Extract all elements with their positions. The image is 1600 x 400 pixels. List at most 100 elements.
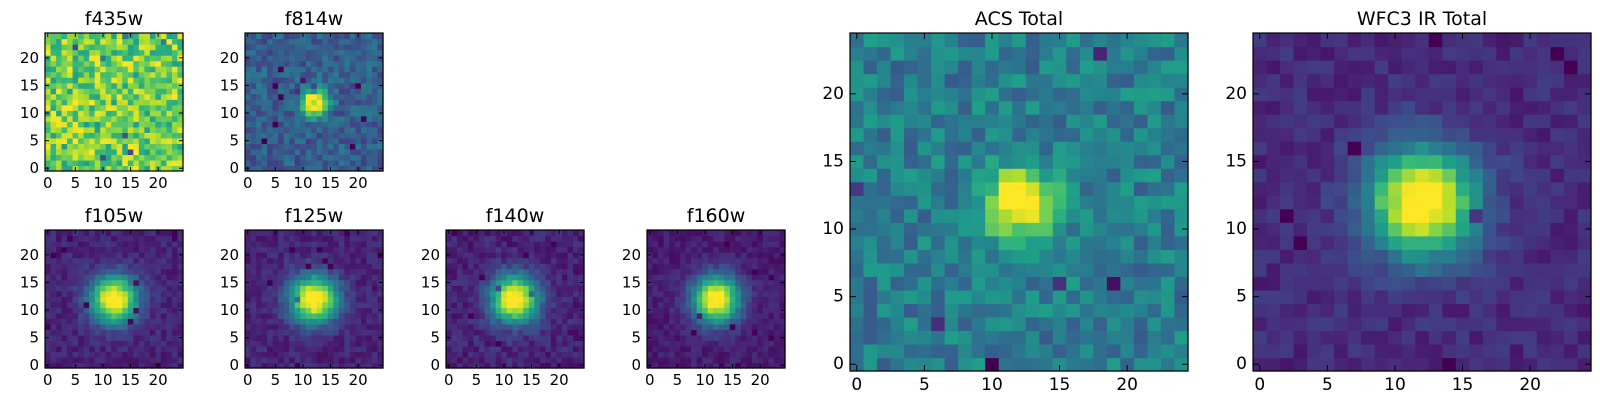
heatmap-cell: [116, 356, 123, 364]
heatmap-cell: [344, 340, 351, 347]
heatmap-cell: [316, 137, 323, 144]
heatmap-cell: [1039, 222, 1054, 237]
heatmap-cell: [305, 246, 312, 253]
heatmap-cell: [1174, 100, 1189, 115]
heatmap-cell: [863, 60, 878, 75]
heatmap-cell: [904, 276, 919, 291]
heatmap-cell: [495, 356, 502, 364]
heatmap-cell: [669, 301, 676, 308]
heatmap-cell: [446, 329, 453, 336]
heatmap-cell: [545, 241, 552, 248]
heatmap-cell: [890, 276, 905, 291]
heatmap-cell: [349, 257, 356, 264]
heatmap-cell: [523, 307, 530, 314]
heatmap-cell: [72, 110, 79, 117]
heatmap-cell: [177, 104, 184, 111]
heatmap-cell: [1093, 33, 1108, 48]
heatmap-cell: [300, 55, 307, 62]
heatmap-cell: [1160, 87, 1176, 102]
heatmap-cell: [473, 323, 480, 330]
heatmap-cell: [78, 104, 85, 111]
heatmap-cell: [300, 329, 307, 336]
heatmap-cell: [144, 88, 151, 95]
heatmap-cell: [1066, 276, 1081, 291]
heatmap-cell: [360, 246, 368, 253]
heatmap-cell: [160, 334, 168, 341]
heatmap-cell: [1320, 195, 1335, 210]
heatmap-cell: [111, 345, 118, 353]
heatmap-cell: [495, 301, 502, 308]
heatmap-cell: [256, 82, 263, 89]
heatmap-cell: [138, 351, 145, 358]
heatmap-cell: [267, 38, 274, 45]
heatmap-cell: [512, 301, 519, 308]
heatmap-cell: [724, 340, 731, 347]
heatmap-cell: [490, 268, 497, 275]
heatmap-cell: [294, 246, 301, 253]
heatmap-cell: [245, 318, 252, 325]
heatmap-cell: [50, 334, 57, 341]
heatmap-cell: [512, 296, 519, 303]
heatmap-cell: [998, 289, 1013, 304]
heatmap-cell: [1120, 262, 1135, 277]
heatmap-cell: [757, 235, 764, 242]
heatmap-cell: [371, 296, 379, 303]
heatmap-cell: [56, 334, 63, 341]
heatmap-cell: [278, 66, 285, 73]
heatmap-cell: [506, 252, 513, 259]
heatmap-cell: [327, 312, 334, 319]
heatmap-cell: [652, 296, 659, 303]
heatmap-cell: [523, 351, 530, 358]
heatmap-cell: [1293, 343, 1308, 359]
heatmap-cell: [349, 312, 356, 319]
heatmap-cell: [344, 285, 351, 292]
heatmap-cell: [116, 33, 123, 40]
heatmap-cell: [149, 143, 156, 150]
heatmap-cell: [1025, 154, 1040, 169]
heatmap-cell: [50, 82, 57, 89]
heatmap-cell: [746, 290, 753, 297]
heatmap-cell: [1374, 181, 1389, 196]
heatmap-cell: [718, 345, 725, 353]
heatmap-cell: [658, 318, 665, 325]
heatmap-cell: [768, 290, 775, 297]
heatmap-cell: [305, 362, 312, 369]
heatmap-cell: [985, 357, 1000, 372]
heatmap-cell: [138, 318, 145, 325]
heatmap-cell: [457, 307, 464, 314]
heatmap-cell: [691, 345, 698, 353]
heatmap-cell: [305, 55, 312, 62]
heatmap-cell: [127, 340, 134, 347]
heatmap-cell: [278, 345, 285, 353]
heatmap-cell: [696, 307, 703, 314]
heatmap-cell: [61, 274, 68, 281]
heatmap-cell: [344, 110, 351, 117]
heatmap-cell: [138, 285, 145, 292]
heatmap-cell: [116, 334, 123, 341]
heatmap-cell: [740, 235, 747, 242]
heatmap-cell: [1106, 195, 1121, 210]
heatmap-cell: [333, 252, 340, 259]
heatmap-cell: [305, 351, 312, 358]
heatmap-cell: [122, 60, 129, 67]
heatmap-cell: [67, 121, 74, 128]
heatmap-cell: [691, 329, 698, 336]
heatmap-cell: [78, 351, 85, 358]
heatmap-cell: [1012, 195, 1027, 210]
heatmap-cell: [322, 104, 329, 111]
heatmap-cell: [1334, 249, 1349, 264]
heatmap-cell: [116, 312, 123, 319]
heatmap-cell: [773, 334, 781, 341]
heatmap-cell: [1280, 222, 1295, 237]
heatmap-cell: [539, 329, 546, 336]
heatmap-cell: [50, 148, 57, 156]
heatmap-cell: [917, 195, 932, 210]
heatmap-cell: [72, 121, 79, 128]
heatmap-cell: [757, 345, 764, 353]
heatmap-cell: [127, 159, 134, 167]
heatmap-cell: [155, 154, 162, 161]
heatmap-cell: [1266, 289, 1281, 304]
heatmap-cell: [746, 296, 753, 303]
heatmap-cell: [768, 252, 775, 259]
heatmap-cell: [45, 312, 52, 319]
